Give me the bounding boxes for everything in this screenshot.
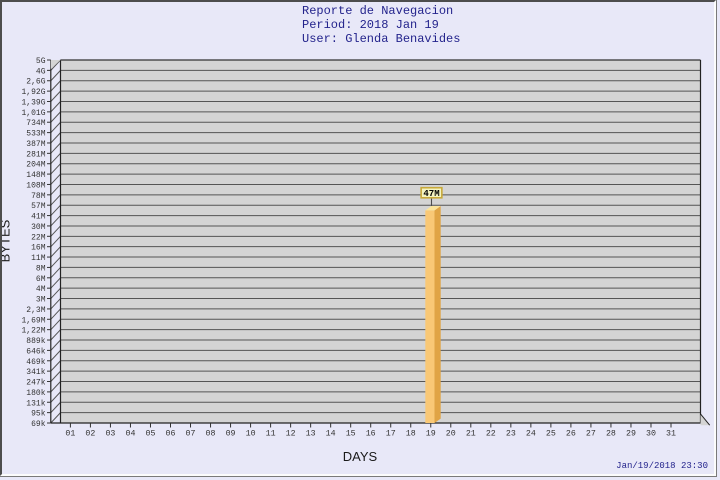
svg-text:04: 04	[125, 430, 135, 439]
svg-text:16: 16	[366, 430, 376, 439]
svg-text:23: 23	[506, 430, 516, 439]
svg-text:13: 13	[306, 430, 316, 439]
svg-text:DAYS: DAYS	[343, 449, 378, 464]
svg-text:11M: 11M	[31, 254, 46, 263]
svg-text:28: 28	[606, 430, 616, 439]
svg-text:06: 06	[166, 430, 176, 439]
svg-text:1,22M: 1,22M	[21, 327, 45, 336]
svg-text:BYTES: BYTES	[0, 219, 13, 262]
svg-text:30M: 30M	[31, 223, 46, 232]
svg-text:19: 19	[426, 430, 436, 439]
svg-text:469k: 469k	[26, 358, 45, 367]
svg-text:27: 27	[586, 430, 596, 439]
svg-text:12: 12	[286, 430, 296, 439]
svg-text:21: 21	[466, 430, 476, 439]
svg-text:01: 01	[65, 430, 75, 439]
svg-text:2,3M: 2,3M	[26, 306, 45, 315]
svg-text:16M: 16M	[31, 244, 46, 253]
svg-text:17: 17	[386, 430, 396, 439]
svg-text:6M: 6M	[36, 275, 46, 284]
svg-text:1,69M: 1,69M	[21, 316, 45, 325]
svg-text:24: 24	[526, 430, 536, 439]
svg-text:281M: 281M	[26, 150, 45, 159]
svg-text:180k: 180k	[26, 389, 45, 398]
svg-text:204M: 204M	[26, 161, 45, 170]
svg-text:889k: 889k	[26, 337, 45, 346]
svg-text:30: 30	[646, 430, 656, 439]
svg-text:734M: 734M	[26, 119, 45, 128]
svg-text:108M: 108M	[26, 181, 45, 190]
svg-text:148M: 148M	[26, 171, 45, 180]
svg-text:57M: 57M	[31, 202, 46, 211]
svg-text:4G: 4G	[36, 67, 46, 76]
svg-text:25: 25	[546, 430, 556, 439]
svg-text:03: 03	[105, 430, 115, 439]
svg-text:3M: 3M	[36, 296, 46, 305]
svg-text:14: 14	[326, 430, 336, 439]
svg-text:5G: 5G	[36, 57, 46, 66]
svg-text:47M: 47M	[423, 189, 439, 199]
svg-text:18: 18	[406, 430, 416, 439]
svg-text:1,92G: 1,92G	[21, 88, 45, 97]
svg-text:08: 08	[206, 430, 216, 439]
svg-text:15: 15	[346, 430, 356, 439]
svg-text:11: 11	[266, 430, 276, 439]
svg-text:247k: 247k	[26, 379, 45, 388]
svg-text:26: 26	[566, 430, 576, 439]
svg-text:1,01G: 1,01G	[21, 109, 45, 118]
svg-text:69k: 69k	[31, 420, 46, 429]
svg-text:8M: 8M	[36, 264, 46, 273]
svg-text:10: 10	[246, 430, 256, 439]
svg-text:29: 29	[626, 430, 636, 439]
svg-text:20: 20	[446, 430, 456, 439]
svg-text:533M: 533M	[26, 130, 45, 139]
svg-text:02: 02	[85, 430, 95, 439]
svg-text:07: 07	[186, 430, 196, 439]
svg-text:1,39G: 1,39G	[21, 98, 45, 107]
svg-text:4M: 4M	[36, 285, 46, 294]
svg-text:2,6G: 2,6G	[26, 78, 45, 87]
svg-text:95k: 95k	[31, 410, 46, 419]
svg-text:131k: 131k	[26, 399, 45, 408]
svg-text:22M: 22M	[31, 233, 46, 242]
svg-text:22: 22	[486, 430, 496, 439]
svg-text:31: 31	[666, 430, 676, 439]
svg-text:41M: 41M	[31, 213, 46, 222]
svg-text:09: 09	[226, 430, 236, 439]
svg-text:387M: 387M	[26, 140, 45, 149]
svg-text:646k: 646k	[26, 347, 45, 356]
svg-text:78M: 78M	[31, 192, 46, 201]
svg-text:05: 05	[145, 430, 155, 439]
svg-text:341k: 341k	[26, 368, 45, 377]
